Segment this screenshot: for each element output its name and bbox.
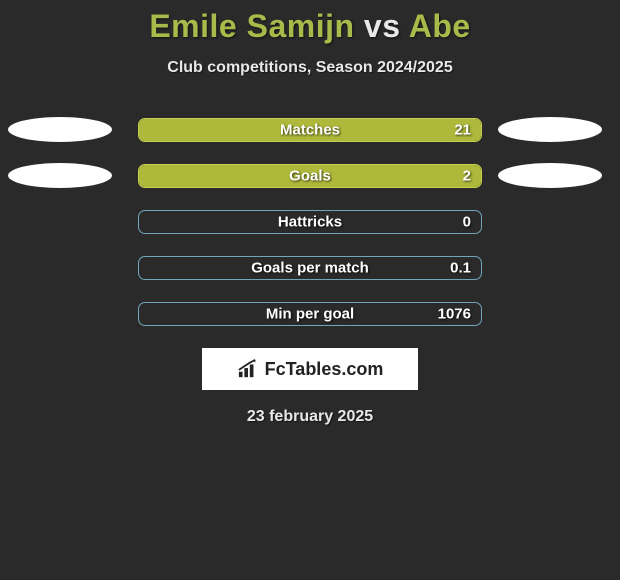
stat-row: Hattricks 0	[0, 209, 620, 234]
stat-label: Matches	[280, 121, 340, 138]
stat-row: Min per goal 1076	[0, 301, 620, 326]
left-oval	[8, 117, 112, 142]
stat-row: Goals 2	[0, 163, 620, 188]
right-oval	[498, 163, 602, 188]
stat-value: 0.1	[450, 259, 471, 276]
stat-bar: Matches 21	[138, 118, 482, 142]
stat-row: Matches 21	[0, 117, 620, 142]
stat-label: Hattricks	[278, 213, 342, 230]
stat-bar: Min per goal 1076	[138, 302, 482, 326]
page-title: Emile Samijn vs Abe	[0, 8, 620, 45]
stat-value: 2	[463, 167, 471, 184]
stat-label: Min per goal	[266, 305, 354, 322]
logo-box: FcTables.com	[202, 348, 418, 390]
player2-name: Abe	[409, 8, 471, 44]
stat-value: 1076	[438, 305, 471, 322]
date-text: 23 february 2025	[0, 408, 620, 426]
left-oval	[8, 163, 112, 188]
logo-text: FcTables.com	[265, 359, 384, 380]
stat-bar: Goals 2	[138, 164, 482, 188]
chart-icon	[237, 359, 259, 379]
stat-value: 21	[454, 121, 471, 138]
player1-name: Emile Samijn	[149, 8, 354, 44]
stat-bar: Goals per match 0.1	[138, 256, 482, 280]
vs-text: vs	[364, 8, 401, 44]
logo: FcTables.com	[237, 359, 384, 380]
stat-bar: Hattricks 0	[138, 210, 482, 234]
stats-rows: Matches 21 Goals 2 Hattricks 0 Goals per match…	[0, 117, 620, 326]
stat-label: Goals	[289, 167, 331, 184]
right-oval	[498, 117, 602, 142]
stat-row: Goals per match 0.1	[0, 255, 620, 280]
comparison-card: Emile Samijn vs Abe Club competitions, S…	[0, 0, 620, 426]
stat-label: Goals per match	[251, 259, 369, 276]
subtitle: Club competitions, Season 2024/2025	[0, 59, 620, 77]
stat-value: 0	[463, 213, 471, 230]
